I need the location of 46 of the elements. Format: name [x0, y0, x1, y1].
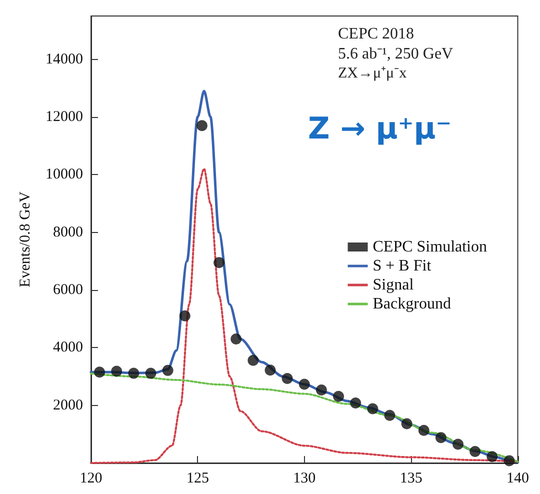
point	[94, 366, 106, 378]
y-tick-label: 10000	[46, 166, 83, 183]
annotation: CEPC 2018	[338, 26, 414, 42]
y-tick-label: 12000	[46, 108, 83, 125]
point	[298, 378, 310, 390]
point	[162, 364, 174, 376]
y-tick-label: 4000	[53, 340, 83, 356]
legend-label: CEPC Simulation	[372, 238, 488, 256]
legend-label: S + B Fit	[372, 258, 432, 274]
point	[504, 455, 515, 466]
point	[145, 368, 156, 379]
x-tick-label: 125	[186, 470, 209, 486]
point	[384, 410, 396, 421]
x-tick-label: 135	[400, 470, 422, 486]
legend-label: Signal	[372, 276, 414, 294]
y-axis-title: Events/0.8 GeV	[18, 191, 34, 288]
y-tick-label: 2000	[53, 397, 83, 414]
annotation: 5.6 ab⁻¹, 250 GeV	[338, 46, 454, 62]
annotation: ZX→μ⁺μ⁻x	[338, 66, 408, 82]
point	[282, 373, 293, 384]
x-tick-label: 120	[80, 470, 102, 486]
point	[367, 403, 378, 414]
point	[196, 120, 208, 132]
y-tick-label: 8000	[53, 224, 83, 240]
point	[128, 368, 140, 379]
point	[214, 257, 225, 268]
point	[316, 384, 327, 396]
point	[111, 366, 122, 377]
point	[264, 364, 276, 376]
y-tick-label: 14000	[46, 51, 83, 68]
point	[230, 333, 242, 344]
y-tick-label: 6000	[53, 282, 83, 298]
point	[350, 398, 362, 409]
point	[333, 390, 344, 402]
point	[401, 418, 412, 430]
annotation: Z → μ⁺μ⁻	[308, 112, 452, 146]
point	[418, 424, 430, 436]
legend-label: Background	[372, 296, 451, 312]
point	[452, 438, 464, 450]
point	[248, 354, 259, 366]
point	[435, 432, 446, 444]
point	[486, 451, 498, 462]
x-tick-label: 140	[506, 470, 529, 486]
point	[470, 446, 481, 457]
point	[179, 310, 190, 322]
x-tick-label: 130	[293, 470, 316, 486]
